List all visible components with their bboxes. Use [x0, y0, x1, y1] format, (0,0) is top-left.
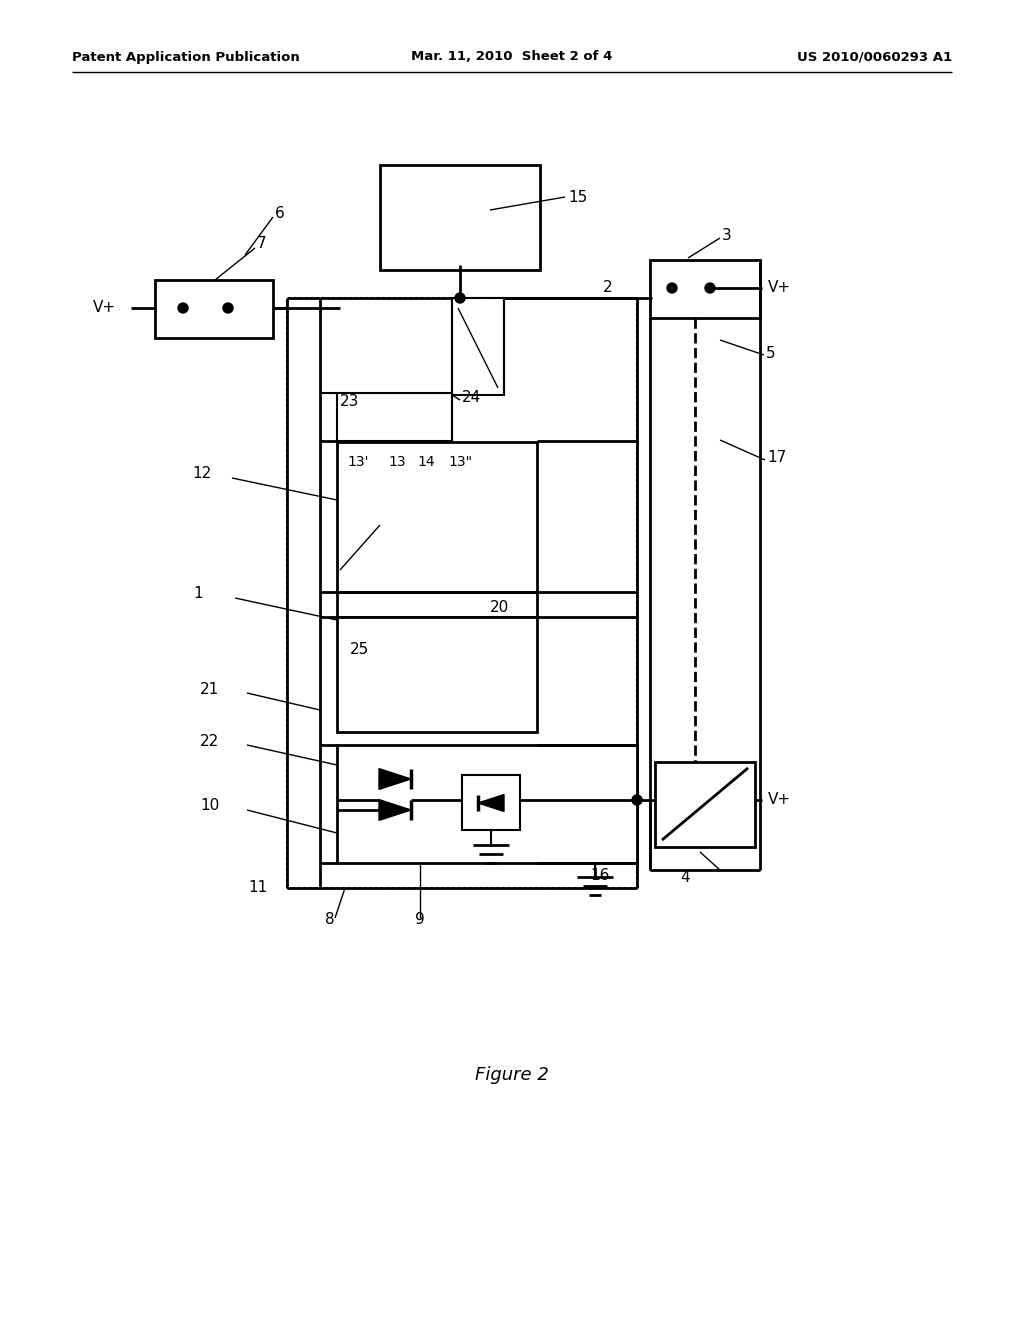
- Text: 15: 15: [568, 190, 587, 205]
- Text: 6: 6: [275, 206, 285, 220]
- Text: 9: 9: [415, 912, 425, 928]
- Text: 12: 12: [193, 466, 211, 482]
- Text: 22: 22: [200, 734, 219, 748]
- Text: 20: 20: [490, 601, 509, 615]
- Text: 5: 5: [766, 346, 775, 360]
- Text: 8: 8: [325, 912, 335, 928]
- Text: 21: 21: [200, 681, 219, 697]
- Text: 11: 11: [248, 880, 267, 895]
- Text: 13": 13": [449, 455, 472, 469]
- Text: 3: 3: [722, 227, 732, 243]
- Text: V+: V+: [768, 792, 792, 808]
- Text: 1: 1: [193, 586, 203, 602]
- Bar: [337, 393, 452, 441]
- Circle shape: [178, 304, 188, 313]
- Text: 25: 25: [350, 643, 370, 657]
- Bar: [337, 744, 637, 863]
- Circle shape: [223, 304, 233, 313]
- Text: Patent Application Publication: Patent Application Publication: [72, 50, 300, 63]
- Polygon shape: [379, 768, 411, 789]
- Text: 16: 16: [590, 867, 609, 883]
- Polygon shape: [478, 795, 504, 812]
- Text: Figure 2: Figure 2: [475, 1067, 549, 1084]
- Circle shape: [667, 282, 677, 293]
- Text: 10: 10: [200, 799, 219, 813]
- Text: 13: 13: [388, 455, 406, 469]
- Circle shape: [455, 293, 465, 304]
- Text: V+: V+: [93, 301, 116, 315]
- Bar: [650, 260, 760, 318]
- Text: 2: 2: [603, 281, 612, 296]
- Text: 24: 24: [462, 391, 481, 405]
- Bar: [337, 442, 537, 591]
- Text: 4: 4: [680, 870, 689, 886]
- Text: US 2010/0060293 A1: US 2010/0060293 A1: [797, 50, 952, 63]
- Bar: [155, 280, 273, 338]
- Circle shape: [705, 282, 715, 293]
- Text: 17: 17: [767, 450, 786, 466]
- Bar: [462, 775, 520, 830]
- Circle shape: [632, 795, 642, 805]
- Text: 23: 23: [340, 395, 359, 409]
- Polygon shape: [379, 800, 411, 821]
- Text: V+: V+: [768, 281, 792, 296]
- Text: 13': 13': [347, 455, 369, 469]
- Bar: [287, 298, 637, 888]
- Bar: [452, 298, 504, 395]
- Text: 7: 7: [257, 236, 266, 252]
- Bar: [655, 762, 755, 847]
- Bar: [380, 165, 540, 271]
- Text: 14: 14: [417, 455, 434, 469]
- Text: Mar. 11, 2010  Sheet 2 of 4: Mar. 11, 2010 Sheet 2 of 4: [412, 50, 612, 63]
- Bar: [337, 616, 537, 733]
